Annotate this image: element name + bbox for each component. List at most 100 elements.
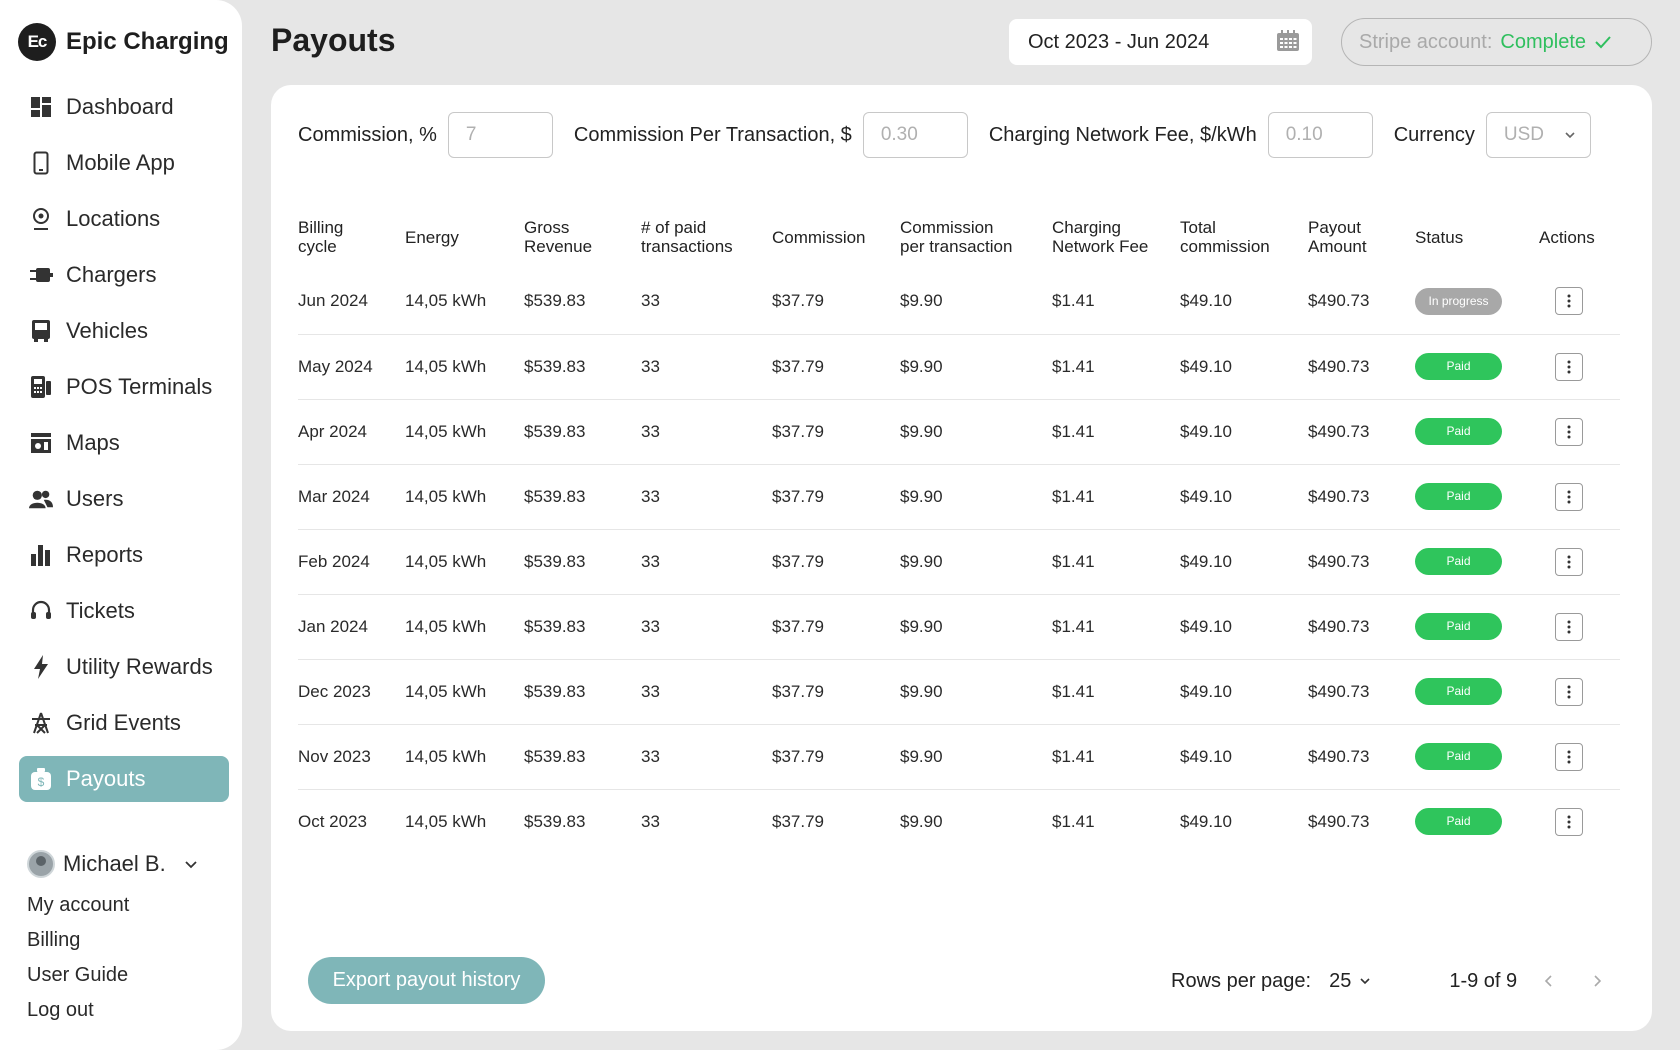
row-actions-button[interactable] [1555, 352, 1583, 381]
bus-icon [29, 319, 53, 343]
cell-gross: $539.83 [524, 594, 641, 660]
cell-tx: 33 [641, 724, 772, 790]
cell-per-tx: $9.90 [900, 529, 1052, 595]
status-badge: Paid [1415, 678, 1502, 705]
sidebar-item-dashboard[interactable]: Dashboard [19, 84, 229, 130]
row-actions-button[interactable] [1555, 287, 1583, 316]
row-actions-button[interactable] [1555, 677, 1583, 706]
col-network-fee[interactable]: Charging Network Fee [1052, 218, 1149, 256]
date-range-picker[interactable]: Oct 2023 - Jun 2024 [1009, 19, 1312, 65]
commission-input[interactable]: 7 [447, 112, 553, 158]
sidebar-item-mobile-app[interactable]: Mobile App [19, 140, 229, 186]
status-badge: Paid [1415, 808, 1502, 836]
sidebar-item-chargers[interactable]: Chargers [19, 252, 229, 298]
sidebar-item-pos-terminals[interactable]: POS Terminals [19, 364, 229, 410]
cell-status: Paid [1415, 789, 1539, 854]
per-transaction-input[interactable]: 0.30 [862, 112, 968, 158]
cell-tx: 33 [641, 529, 772, 595]
sidebar-nav: Dashboard Mobile App Locations Chargers Vehi… [19, 84, 229, 812]
sidebar-item-label: Dashboard [66, 94, 174, 119]
sidebar-item-grid-events[interactable]: Grid Events [19, 700, 229, 746]
chevron-down-icon [1359, 975, 1371, 987]
sidebar-item-utility-rewards[interactable]: Utility Rewards [19, 644, 229, 690]
sidebar-item-vehicles[interactable]: Vehicles [19, 308, 229, 354]
sidebar-item-payouts[interactable]: $ Payouts [19, 756, 229, 802]
cell-status: Paid [1415, 399, 1539, 465]
col-commission[interactable]: Commission [772, 227, 866, 247]
cell-gross: $539.83 [524, 529, 641, 595]
prev-page-button[interactable] [1543, 974, 1555, 988]
sidebar-item-label: Vehicles [66, 318, 148, 343]
cell-payout: $490.73 [1308, 334, 1415, 400]
sidebar-item-tickets[interactable]: Tickets [19, 588, 229, 634]
cell-cycle: Nov 2023 [298, 724, 405, 790]
brand[interactable]: Ec Epic Charging [18, 23, 229, 61]
more-vertical-icon [1567, 815, 1571, 829]
table-row: Dec 2023 14,05 kWh $539.83 33 $37.79 $9.90 $1.… [298, 659, 1620, 725]
cell-network-fee: $1.41 [1052, 811, 1095, 831]
row-actions-button[interactable] [1555, 742, 1583, 771]
network-fee-input[interactable]: 0.10 [1267, 112, 1373, 158]
user-name: Michael B. [63, 851, 166, 876]
sidebar-item-label: Locations [66, 206, 161, 231]
cell-total: $49.10 [1180, 659, 1308, 725]
sidebar-item-reports[interactable]: Reports [19, 532, 229, 578]
row-actions-button[interactable] [1555, 482, 1583, 511]
export-payout-history-button[interactable]: Export payout history [308, 957, 545, 1004]
per-transaction-label: Commission Per Transaction, $ [573, 123, 852, 146]
table-row: Apr 2024 14,05 kWh $539.83 33 $37.79 $9.90 $1.… [298, 399, 1620, 465]
rows-per-page-value: 25 [1329, 969, 1352, 992]
more-vertical-icon [1567, 425, 1571, 438]
sidebar: Ec Epic Charging Dashboard Mobile App Loca… [0, 0, 242, 1050]
cell-payout: $490.73 [1308, 659, 1415, 725]
cell-tx: 33 [641, 659, 772, 725]
svg-text:$: $ [38, 775, 45, 789]
col-total-commission[interactable]: Total commission [1180, 218, 1270, 256]
sidebar-item-locations[interactable]: Locations [19, 196, 229, 242]
cell-payout: $490.73 [1308, 594, 1415, 660]
cell-total: $49.10 [1180, 269, 1308, 335]
col-paid-transactions[interactable]: # of paid transactions [641, 218, 733, 256]
col-billing-cycle[interactable]: Billing cycle [298, 218, 344, 256]
col-payout-amount[interactable]: Payout Amount [1308, 218, 1367, 256]
cell-commission: $37.79 [772, 529, 900, 595]
lightning-icon [29, 655, 53, 679]
currency-select[interactable]: USD [1485, 112, 1591, 158]
cell-network-fee: $1.41 [1052, 529, 1180, 595]
col-energy[interactable]: Energy [405, 227, 459, 247]
brand-name: Epic Charging [66, 28, 229, 55]
cell-per-tx: $9.90 [900, 724, 1052, 790]
billing-link[interactable]: Billing [27, 929, 81, 951]
chevron-down-icon [1564, 129, 1576, 141]
sidebar-item-users[interactable]: Users [19, 476, 229, 522]
cell-total: $49.10 [1180, 464, 1308, 530]
user-menu[interactable]: Michael B. [27, 850, 198, 878]
col-status[interactable]: Status [1415, 227, 1464, 247]
cell-cycle: Jun 2024 [298, 269, 405, 335]
cell-per-tx: $9.90 [900, 464, 1052, 530]
next-page-button[interactable] [1591, 974, 1603, 988]
col-gross-revenue[interactable]: Gross Revenue [524, 218, 593, 256]
sidebar-item-label: Maps [66, 430, 120, 455]
col-commission-per-transaction[interactable]: Commission per transaction [900, 218, 1013, 256]
log-out-link[interactable]: Log out [27, 999, 94, 1021]
cell-actions [1539, 724, 1620, 790]
table-row: May 2024 14,05 kWh $539.83 33 $37.79 $9.90 $1.… [298, 334, 1620, 400]
cell-actions [1539, 399, 1620, 465]
user-guide-link[interactable]: User Guide [27, 964, 129, 986]
more-vertical-icon [1567, 555, 1571, 568]
sidebar-item-maps[interactable]: Maps [19, 420, 229, 466]
sidebar-item-label: Mobile App [66, 150, 175, 175]
my-account-link[interactable]: My account [27, 894, 130, 916]
rows-per-page-select[interactable]: 25 [1329, 970, 1371, 993]
row-actions-button[interactable] [1555, 612, 1583, 641]
cell-gross: $539.83 [524, 269, 641, 335]
sidebar-item-label: Chargers [66, 262, 157, 287]
row-actions-button[interactable] [1555, 417, 1583, 446]
cell-status: Paid [1415, 334, 1539, 400]
row-actions-button[interactable] [1555, 807, 1583, 836]
cell-gross: $539.83 [524, 659, 641, 725]
cell-gross: $539.83 [524, 399, 641, 465]
row-actions-button[interactable] [1555, 547, 1583, 576]
stripe-account-status[interactable]: Stripe account: Complete [1341, 18, 1652, 66]
